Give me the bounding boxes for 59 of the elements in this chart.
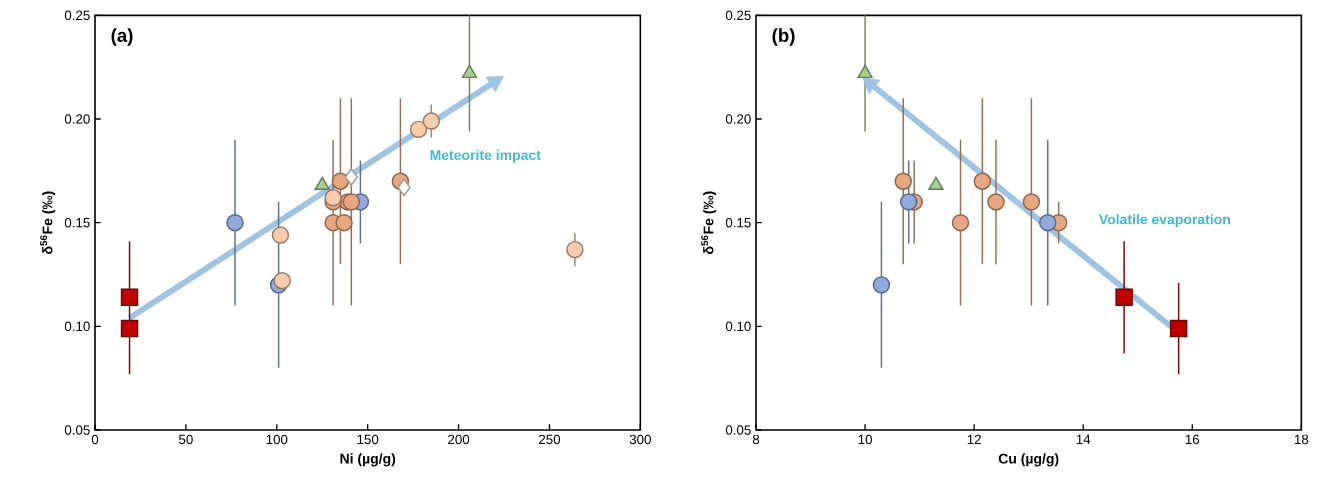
x-tick-label: 0 <box>91 434 99 445</box>
x-tick-label: 14 <box>1076 434 1091 444</box>
point <box>120 319 139 338</box>
x-tick-label: 10 <box>858 434 872 445</box>
point <box>314 176 330 191</box>
x-tick-label: 50 <box>179 434 193 445</box>
point <box>1039 213 1057 232</box>
text: (a) <box>111 28 133 46</box>
point <box>987 193 1005 211</box>
x-tick-label: 150 <box>357 434 379 445</box>
x-tick-label: 12 <box>967 434 981 445</box>
y-tick-label: 0.05 <box>725 425 751 435</box>
y-tick-label: 0.15 <box>64 217 90 228</box>
y-tick-label: 0.10 <box>64 321 90 332</box>
y-axis-title: δ$^{56}$Fe (‰) <box>701 191 717 254</box>
y-tick-label: 0.25 <box>725 10 751 21</box>
point <box>872 276 891 294</box>
y-tick-label: 0.25 <box>64 10 90 21</box>
y-axis-title: δ$^{56}$Fe (‰) <box>40 191 56 254</box>
x-tick-label: 300 <box>629 434 651 445</box>
point <box>324 189 342 207</box>
point <box>344 168 359 186</box>
x-tick-label: 250 <box>539 434 561 445</box>
point <box>1169 319 1188 338</box>
point <box>273 271 291 290</box>
point <box>899 193 918 211</box>
point <box>422 112 441 130</box>
point <box>951 213 970 232</box>
point <box>271 226 290 244</box>
point <box>331 172 350 190</box>
x-tick-label: 18 <box>1294 434 1309 445</box>
x-tick-label: 16 <box>1185 434 1200 445</box>
point <box>973 172 992 190</box>
annotation: Volatile evaporation <box>1098 214 1230 228</box>
annotation: Meteorite impact <box>430 149 541 163</box>
point <box>335 213 353 232</box>
y-tick-label: 0.10 <box>725 321 751 332</box>
point <box>120 288 139 307</box>
point <box>409 120 428 139</box>
x-axis-title: Ni (µg/g) <box>340 453 396 467</box>
point <box>397 178 411 197</box>
point <box>928 176 944 191</box>
point <box>1022 193 1041 211</box>
point <box>226 213 244 232</box>
y-tick-label: 0.20 <box>725 114 751 124</box>
point <box>857 64 873 79</box>
point <box>461 64 478 79</box>
x-tick-label: 200 <box>448 434 470 445</box>
y-tick-label: 0.20 <box>64 114 90 124</box>
point <box>894 172 912 190</box>
x-tick-label: 100 <box>266 434 288 445</box>
point <box>1115 288 1133 307</box>
x-tick-label: 8 <box>752 434 760 445</box>
point <box>566 240 584 259</box>
x-axis-title: Cu (µg/g) <box>998 453 1059 467</box>
y-tick-label: 0.05 <box>64 425 90 435</box>
point <box>342 193 361 211</box>
text: (b) <box>772 28 795 46</box>
y-tick-label: 0.15 <box>725 217 751 228</box>
